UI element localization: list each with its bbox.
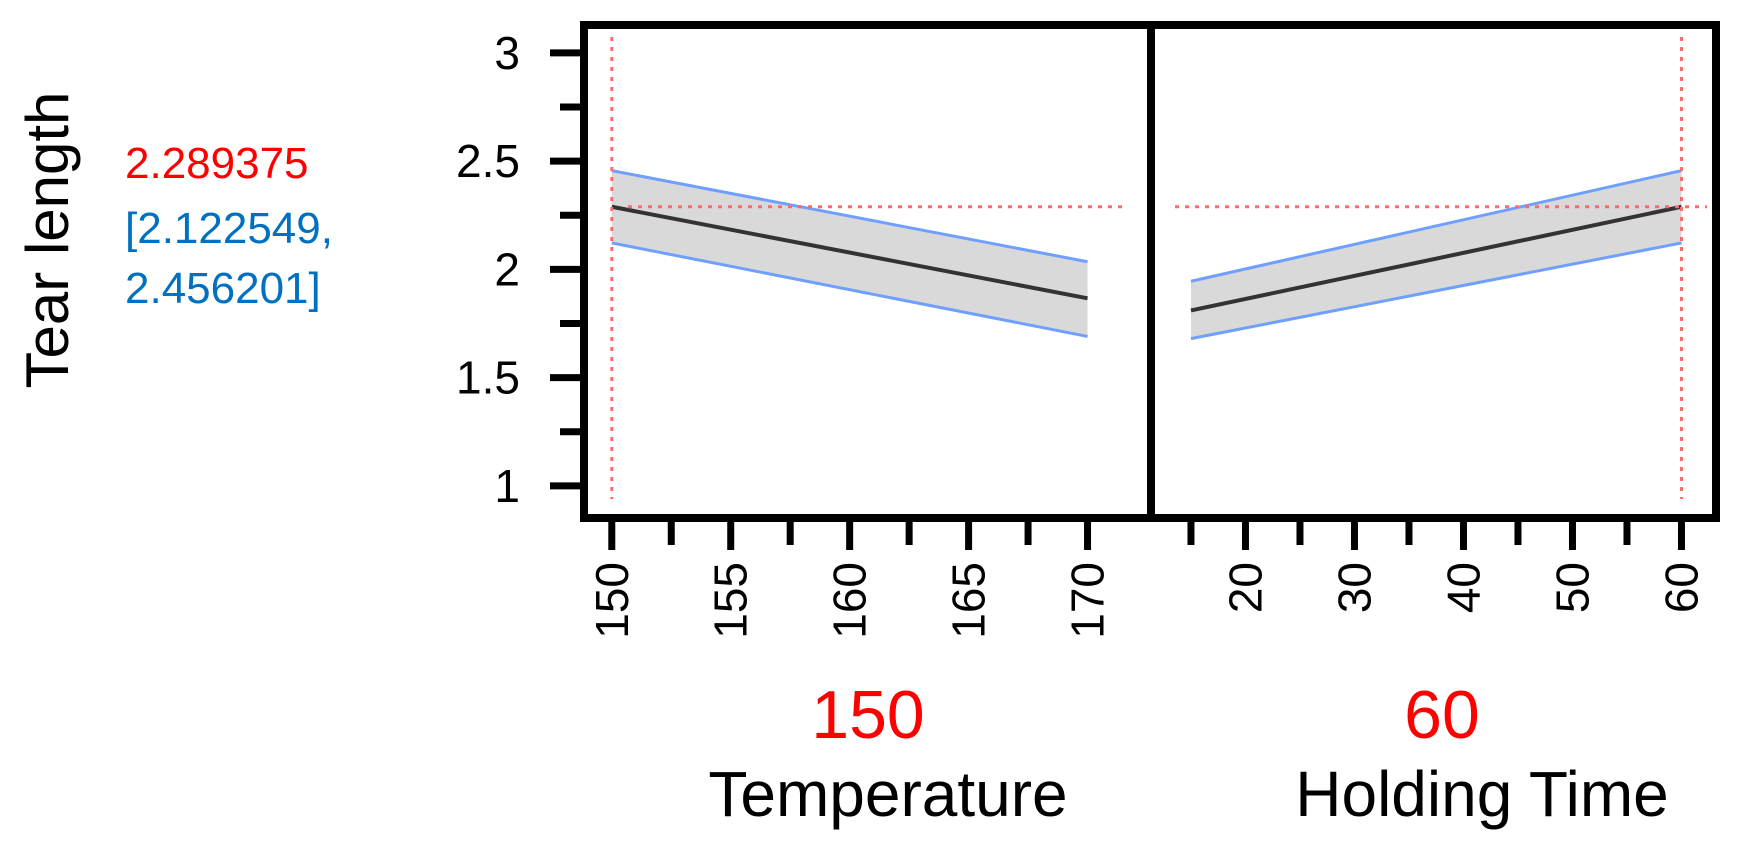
y-tick-label: 3 <box>494 27 520 79</box>
x-tick-label: 150 <box>586 562 638 639</box>
confidence-band <box>1190 170 1682 339</box>
x-tick-label: 165 <box>943 562 995 639</box>
y-axis-label: Tear length <box>14 92 81 389</box>
ci-line-2: 2.456201] <box>125 264 321 313</box>
x-tick-label: 20 <box>1219 562 1271 613</box>
y-tick-label: 2.5 <box>456 135 520 187</box>
y-tick-labels: 1 1.5 2 2.5 3 <box>456 27 520 512</box>
y-tick-label: 1 <box>494 460 520 512</box>
ci-line-1: [2.122549, <box>125 204 333 253</box>
holding-time-current-value[interactable]: 60 <box>1404 677 1480 753</box>
y-tick-label: 2 <box>494 243 520 295</box>
prediction-line <box>1190 204 1682 313</box>
holding-time-panel <box>1175 37 1707 499</box>
holding-time-x-ticks: 20 30 40 50 60 <box>1187 518 1707 613</box>
lower-confidence-line <box>611 241 1088 338</box>
x-tick-label: 170 <box>1062 562 1114 639</box>
prediction-line <box>611 204 1088 301</box>
temperature-panel <box>610 37 1127 499</box>
x-tick-label: 50 <box>1546 562 1598 613</box>
x-tick-label: 60 <box>1655 562 1707 613</box>
temperature-x-ticks: 150 155 160 165 170 <box>586 518 1114 639</box>
y-tick-label: 1.5 <box>456 352 520 404</box>
holding-time-panel-frame <box>1147 21 1720 522</box>
upper-confidence-line <box>611 169 1088 264</box>
upper-confidence-line <box>1190 169 1682 283</box>
x-tick-label: 30 <box>1328 562 1380 613</box>
lower-confidence-line <box>1190 241 1682 341</box>
y-tick-marks <box>550 49 584 490</box>
prediction-value: 2.289375 <box>125 139 309 188</box>
x-tick-label: 160 <box>824 562 876 639</box>
x-tick-label: 40 <box>1437 562 1489 613</box>
x-tick-label: 155 <box>705 562 757 639</box>
temperature-axis-label: Temperature <box>708 758 1067 830</box>
holding-time-axis-label: Holding Time <box>1295 758 1669 830</box>
temperature-current-value[interactable]: 150 <box>811 677 924 753</box>
